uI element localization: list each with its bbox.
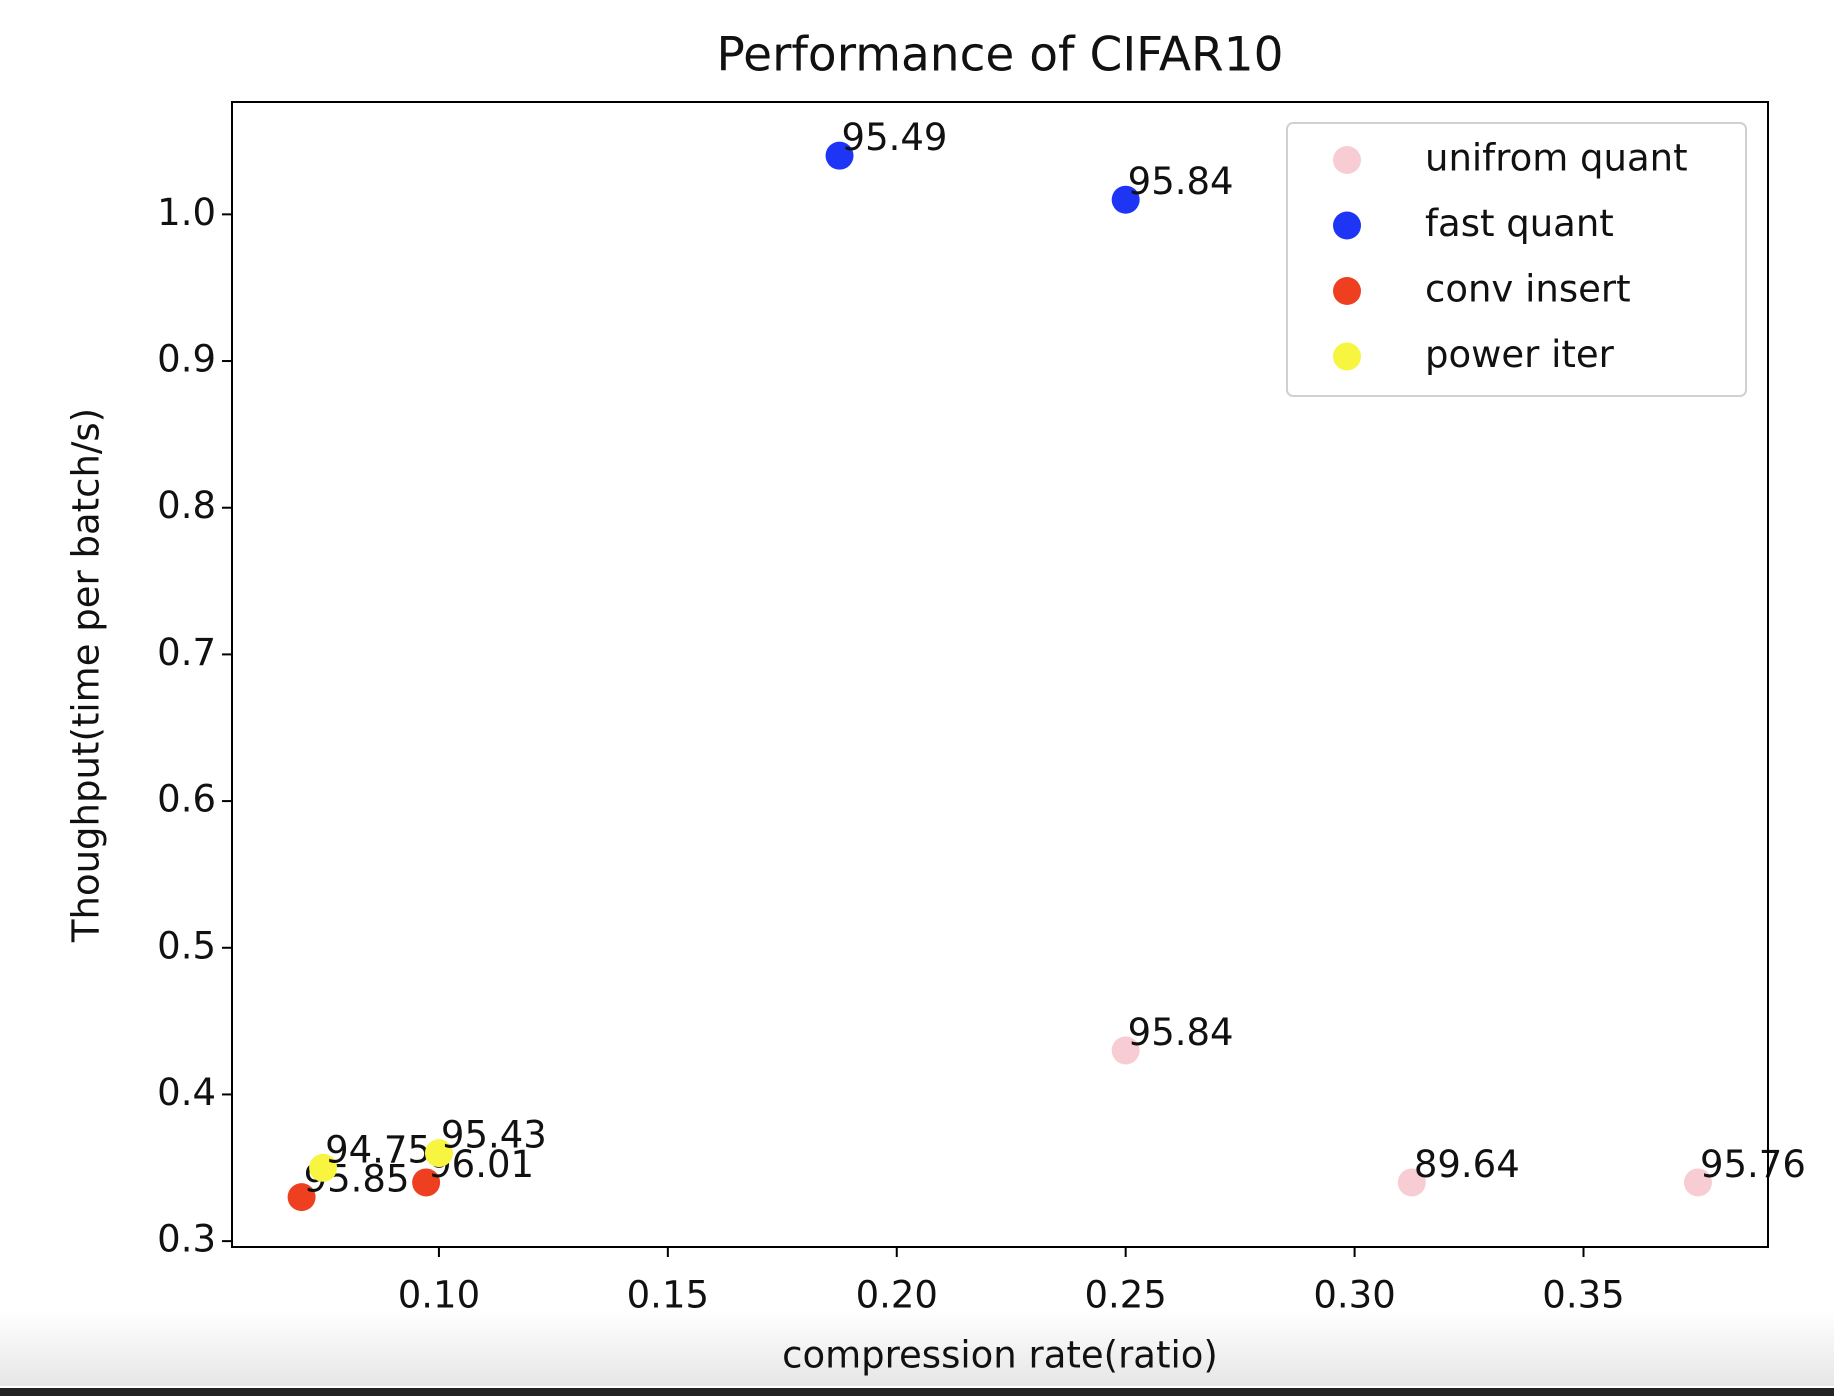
legend-marker — [1333, 211, 1361, 240]
bottom-shade — [0, 1310, 1834, 1386]
legend-label: conv insert — [1425, 268, 1631, 311]
y-tick-label: 1.0 — [157, 191, 216, 234]
point — [309, 1153, 338, 1182]
y-tick-label: 0.3 — [157, 1218, 216, 1261]
point — [1111, 1036, 1140, 1065]
point — [825, 141, 854, 170]
x-tick-label: 0.20 — [856, 1274, 938, 1317]
point — [1683, 1168, 1712, 1197]
y-tick-label: 0.8 — [157, 484, 216, 527]
y-tick-label: 0.6 — [157, 778, 216, 821]
x-axis-label: compression rate(ratio) — [782, 1334, 1218, 1377]
chart-title: Performance of CIFAR10 — [716, 28, 1283, 83]
y-axis-label: Thoughput(time per batch/s) — [65, 408, 108, 943]
legend-marker — [1333, 146, 1361, 174]
legend-box — [1286, 122, 1747, 397]
point-label: 95.43 — [441, 1114, 547, 1157]
plot-frame — [231, 101, 1769, 1248]
point-label: 95.84 — [1128, 1011, 1234, 1054]
point-label: 89.64 — [1414, 1143, 1520, 1186]
x-tick-label: 0.30 — [1313, 1274, 1395, 1317]
y-tick-label: 0.9 — [157, 338, 216, 381]
bottom-bar — [0, 1388, 1834, 1396]
y-tick-label: 0.4 — [157, 1071, 216, 1114]
x-tick-label: 0.15 — [627, 1274, 709, 1317]
x-tick-label: 0.25 — [1084, 1274, 1166, 1317]
point — [424, 1139, 453, 1168]
legend-label: unifrom quant — [1425, 137, 1688, 180]
y-tick-label: 0.7 — [157, 631, 216, 674]
point — [287, 1183, 316, 1212]
legend-label: power iter — [1425, 333, 1615, 376]
point — [412, 1168, 441, 1197]
point-label: 94.75 — [325, 1128, 431, 1171]
point-label: 95.76 — [1700, 1143, 1806, 1186]
point-label: 95.49 — [842, 116, 948, 159]
legend-marker — [1333, 342, 1361, 371]
point — [1397, 1168, 1426, 1197]
legend-label: fast quant — [1425, 202, 1614, 245]
point — [1111, 185, 1140, 214]
legend-marker — [1333, 277, 1361, 305]
y-tick-label: 0.5 — [157, 924, 216, 967]
point-label: 95.84 — [1128, 160, 1234, 203]
x-tick-label: 0.10 — [398, 1274, 480, 1317]
x-tick-label: 0.35 — [1542, 1274, 1624, 1317]
